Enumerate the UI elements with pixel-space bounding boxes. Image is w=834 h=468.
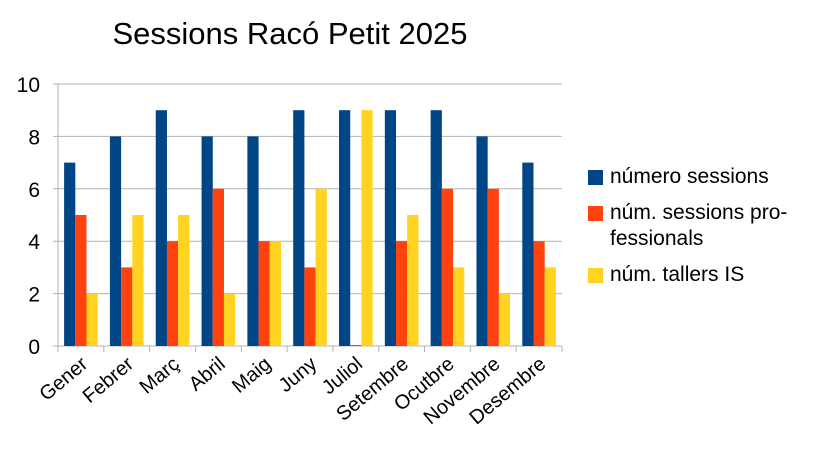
bar bbox=[487, 188, 499, 346]
legend-swatch bbox=[588, 206, 603, 221]
bar bbox=[155, 110, 167, 346]
x-tick-label: Juny bbox=[275, 353, 322, 397]
legend-label-line: fessionals bbox=[610, 227, 704, 250]
legend-swatch bbox=[588, 170, 603, 185]
legend-label: núm. tallers IS bbox=[610, 263, 745, 286]
bar bbox=[407, 215, 419, 346]
bar bbox=[258, 241, 270, 346]
bar bbox=[269, 241, 281, 346]
bar bbox=[64, 162, 76, 346]
y-tick-label: 4 bbox=[28, 231, 40, 254]
bar bbox=[166, 241, 179, 346]
legend-item-sessions-professionals: núm. sessions pro- fessionals bbox=[588, 200, 787, 252]
chart-title: Sessions Racó Petit 2025 bbox=[112, 16, 468, 51]
bar bbox=[441, 188, 454, 346]
y-tick-label: 8 bbox=[28, 126, 40, 149]
bar bbox=[86, 293, 98, 346]
bar bbox=[293, 110, 305, 346]
bar bbox=[132, 215, 144, 346]
bar bbox=[453, 267, 465, 346]
legend-item-tallers-is: núm. tallers IS bbox=[588, 262, 787, 288]
bar bbox=[430, 110, 442, 346]
y-tick-label: 0 bbox=[28, 336, 40, 359]
bar bbox=[75, 215, 87, 346]
bar bbox=[339, 110, 351, 346]
bar bbox=[544, 267, 556, 346]
bar bbox=[121, 267, 133, 346]
y-tick-label: 6 bbox=[28, 179, 40, 202]
x-tick-label: Maig bbox=[228, 353, 275, 398]
bar bbox=[476, 136, 488, 346]
bar bbox=[178, 215, 190, 346]
x-tick-label: Abril bbox=[185, 353, 230, 396]
bar bbox=[247, 136, 259, 346]
x-tick-label: Febrer bbox=[79, 353, 139, 408]
bar bbox=[212, 188, 224, 346]
y-tick-label: 10 bbox=[17, 74, 40, 97]
bar bbox=[396, 241, 408, 346]
legend-label: número sessions bbox=[610, 165, 769, 188]
bar bbox=[315, 188, 327, 346]
y-tick-label: 2 bbox=[28, 284, 40, 307]
legend-label: núm. sessions pro- fessionals bbox=[610, 200, 787, 252]
bar bbox=[361, 110, 373, 346]
bar bbox=[384, 110, 397, 346]
bar bbox=[304, 267, 316, 346]
legend-item-numero-sessions: número sessions bbox=[588, 164, 787, 190]
x-tick-label: Març bbox=[136, 353, 184, 398]
bar bbox=[223, 293, 236, 346]
bar bbox=[109, 136, 122, 346]
legend: número sessions núm. sessions pro- fessi… bbox=[588, 164, 787, 298]
bar bbox=[498, 293, 511, 346]
bar bbox=[522, 162, 534, 346]
legend-label-line: núm. sessions pro- bbox=[610, 201, 788, 224]
bar bbox=[533, 241, 545, 346]
bar bbox=[201, 136, 213, 346]
bar bbox=[350, 345, 362, 346]
legend-swatch bbox=[588, 268, 603, 283]
